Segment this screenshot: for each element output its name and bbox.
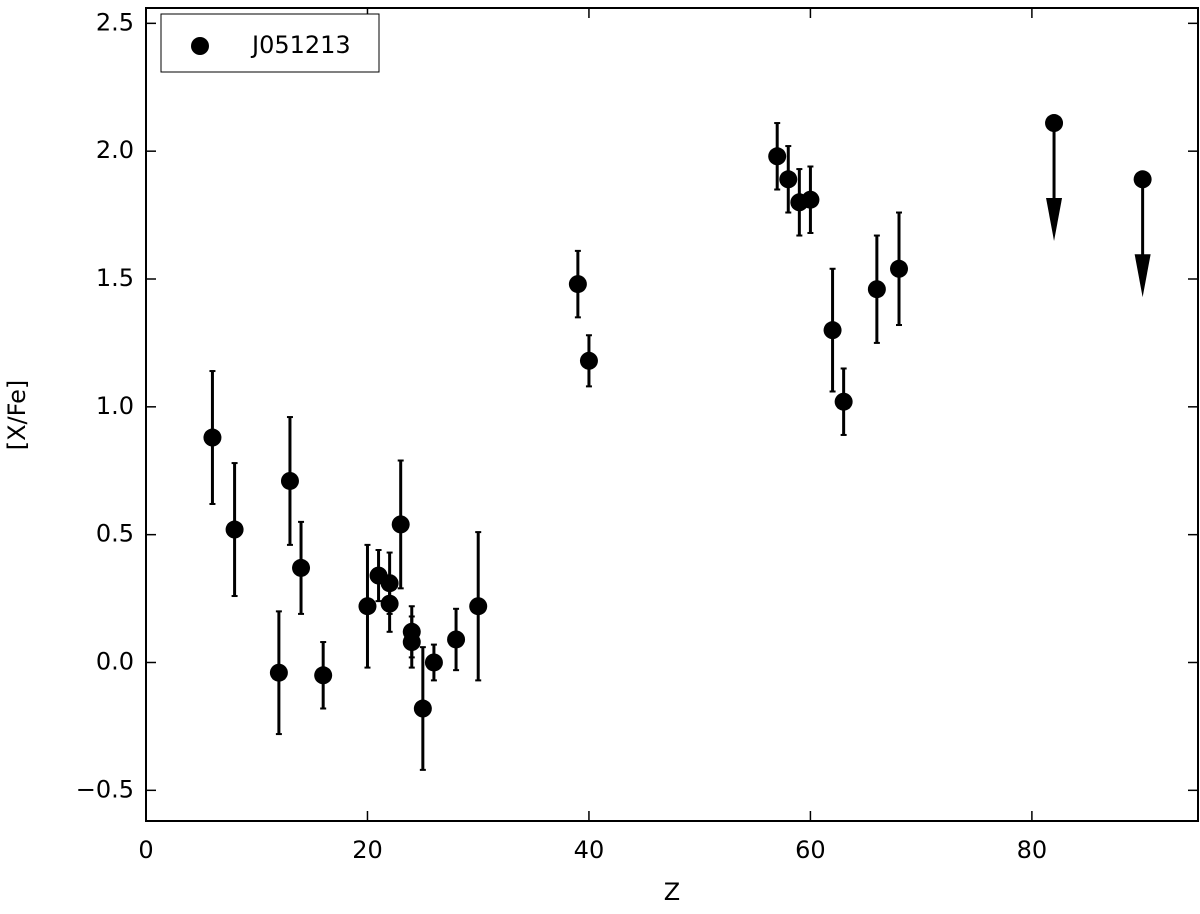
data-point xyxy=(225,520,244,539)
data-point xyxy=(890,259,909,278)
x-tick-label: 40 xyxy=(574,836,605,864)
y-tick-label: −0.5 xyxy=(76,775,134,803)
data-point xyxy=(823,321,842,340)
y-tick-label: 1.0 xyxy=(96,392,134,420)
y-axis-label: [X/Fe] xyxy=(3,380,31,451)
upper-limit-arrowhead xyxy=(1134,254,1151,298)
data-point xyxy=(447,630,466,649)
y-tick-label: 0.0 xyxy=(96,647,134,675)
data-point xyxy=(469,597,488,616)
x-tick-label: 60 xyxy=(795,836,826,864)
y-tick-label: 0.5 xyxy=(96,520,134,548)
y-tick-label: 2.5 xyxy=(96,8,134,36)
data-point xyxy=(292,558,311,577)
data-point xyxy=(568,275,587,294)
legend-label: J051213 xyxy=(250,31,351,59)
plot-frame xyxy=(145,7,1199,822)
data-point xyxy=(203,428,222,447)
data-point xyxy=(413,699,432,718)
upper-limit-arrowhead xyxy=(1046,198,1063,242)
legend-marker xyxy=(191,37,209,55)
data-point xyxy=(358,597,377,616)
data-point xyxy=(579,351,598,370)
y-tick-label: 1.5 xyxy=(96,264,134,292)
y-tick-label: 2.0 xyxy=(96,136,134,164)
x-axis-label: Z xyxy=(664,878,680,906)
data-point xyxy=(380,594,399,613)
x-tick-label: 0 xyxy=(138,836,153,864)
data-point xyxy=(834,392,853,411)
data-point xyxy=(424,653,443,672)
data-point xyxy=(391,515,410,534)
data-point xyxy=(314,666,333,685)
data-point xyxy=(1133,170,1152,189)
x-tick-label: 80 xyxy=(1017,836,1048,864)
data-point xyxy=(801,190,820,209)
x-tick-label: 20 xyxy=(352,836,383,864)
data-point xyxy=(402,633,421,652)
data-point xyxy=(280,471,299,490)
data-point xyxy=(779,170,798,189)
data-point xyxy=(867,280,886,299)
data-point xyxy=(1045,114,1064,133)
data-point xyxy=(768,147,787,166)
data-point xyxy=(269,663,288,682)
